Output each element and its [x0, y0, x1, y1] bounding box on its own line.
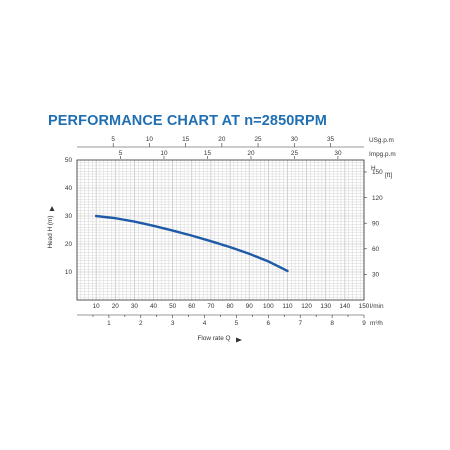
plot-frame [76, 159, 365, 301]
chart-title: PERFORMANCE CHART AT n=2850RPM [48, 113, 327, 129]
x-tick-label: 130 [320, 303, 331, 310]
ft-unit-label-h: H [371, 165, 376, 172]
ft-tick-label: 150 [372, 169, 383, 176]
usgpm-tick-label: 35 [327, 136, 335, 143]
x-tick-label: 10 [93, 303, 101, 310]
usgpm-tick-label: 30 [291, 136, 299, 143]
chart-series [94, 214, 289, 273]
impgpm-tick-label: 25 [291, 150, 299, 157]
y-tick-label: 20 [65, 241, 73, 248]
usgpm-tick-label: 20 [218, 136, 226, 143]
impgpm-tick-label: 30 [334, 150, 342, 157]
m3h-tick-label: 2 [139, 320, 143, 327]
y-tick-label: 10 [65, 269, 73, 276]
y-axis-arrow-icon [49, 206, 55, 211]
x-tick-label: 110 [282, 303, 293, 310]
x-tick-label: 80 [227, 303, 235, 310]
ft-tick-label: 90 [372, 220, 380, 227]
chart-axes [49, 143, 367, 343]
x-tick-label: 70 [207, 303, 215, 310]
impgpm-tick-label: 10 [160, 150, 168, 157]
chart-grid [76, 159, 365, 301]
x-tick-label: 60 [188, 303, 196, 310]
x-tick-label: 90 [246, 303, 254, 310]
m3h-unit-label: m³/h [370, 320, 383, 327]
impgpm-tick-label: 5 [119, 150, 123, 157]
m3h-tick-label: 7 [298, 320, 302, 327]
m3h-tick-label: 8 [330, 320, 334, 327]
usgpm-tick-label: 25 [255, 136, 263, 143]
x-tick-label: 140 [340, 303, 351, 310]
y-tick-label: 30 [65, 213, 73, 220]
usgpm-tick-label: 10 [146, 136, 154, 143]
x-unit-label: l/min [370, 303, 384, 310]
m3h-tick-label: 4 [203, 320, 207, 327]
impgpm-tick-label: 15 [204, 150, 212, 157]
y-axis-label: Head H (m) [47, 215, 54, 248]
impgpm-tick-label: 20 [247, 150, 255, 157]
usgpm-unit-label: USg.p.m [369, 137, 394, 144]
impgpm-unit-label: Impg.p.m [369, 151, 396, 158]
x-axis-label: Flow rate Q [197, 335, 230, 342]
x-tick-label: 30 [131, 303, 139, 310]
x-tick-label: 150 [359, 303, 370, 310]
m3h-tick-label: 3 [171, 320, 175, 327]
x-tick-label: 50 [169, 303, 177, 310]
usgpm-tick-label: 5 [111, 136, 115, 143]
usgpm-tick-label: 15 [182, 136, 190, 143]
y-tick-label: 40 [65, 185, 73, 192]
ft-tick-label: 30 [372, 272, 380, 279]
ft-tick-label: 60 [372, 246, 380, 253]
ft-tick-label: 120 [372, 195, 383, 202]
y-tick-label: 50 [65, 157, 73, 164]
m3h-tick-label: 5 [235, 320, 239, 327]
x-tick-label: 120 [301, 303, 312, 310]
chart-labels: 5 10 15 20 25 30 35 USg.p.m5 10 15 20 25 30 Impg.p.m1… [47, 136, 396, 342]
m3h-tick-label: 9 [362, 320, 366, 327]
x-tick-label: 100 [263, 303, 274, 310]
m3h-tick-label: 6 [267, 320, 271, 327]
m3h-tick-label: 1 [107, 320, 111, 327]
ft-unit-label: [ft] [385, 172, 392, 179]
x-tick-label: 40 [150, 303, 158, 310]
x-axis-arrow-icon [236, 337, 242, 343]
x-tick-label: 20 [112, 303, 120, 310]
